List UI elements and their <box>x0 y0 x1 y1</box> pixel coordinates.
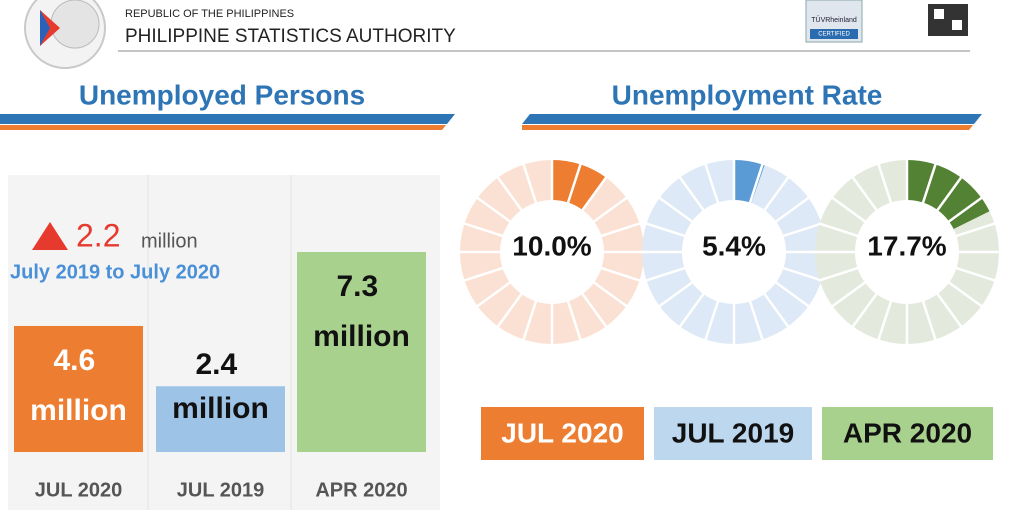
donut-separator <box>658 280 694 308</box>
donut-separator <box>921 300 937 341</box>
category-label: JUL 2019 <box>177 479 264 501</box>
logo-globe <box>50 0 100 49</box>
donut-separator <box>592 196 628 224</box>
donut-separator <box>566 300 582 341</box>
donut-separator <box>955 222 996 238</box>
title-bar <box>0 125 446 130</box>
category-label: JUL 2019 <box>672 417 794 448</box>
donut-separator <box>496 292 524 328</box>
label-box <box>654 407 812 460</box>
value-label: 4.6 million <box>30 344 127 427</box>
qr-code <box>934 9 944 19</box>
change-unit: million <box>141 230 198 252</box>
donut-separator <box>947 196 983 224</box>
donut-separator <box>476 196 512 224</box>
cert-strip <box>810 29 858 39</box>
value-label: 10.0% <box>512 230 591 261</box>
donut-separator <box>522 163 538 204</box>
title-bar <box>0 114 455 124</box>
label-box <box>481 407 644 460</box>
donut-hole <box>856 201 958 303</box>
qr-code <box>952 20 962 30</box>
donut-separator <box>645 222 686 238</box>
value-label: 7.3 million <box>313 270 410 353</box>
donut-separator <box>678 176 706 212</box>
donut-separator <box>762 292 790 328</box>
cert-status: CERTIFIED <box>818 32 850 38</box>
logo-accent <box>40 10 50 46</box>
donut-separator <box>851 292 879 328</box>
category-label: JUL 2020 <box>501 417 623 448</box>
donut-separator <box>851 176 879 212</box>
donut-separator <box>831 196 867 224</box>
change-period: July 2019 to July 2020 <box>10 261 220 283</box>
title-bar <box>522 125 973 130</box>
donut-separator <box>748 163 764 204</box>
title-bar <box>522 114 982 124</box>
donut-separator <box>935 176 963 212</box>
bar <box>297 252 426 452</box>
donut-separator <box>818 222 859 238</box>
chart-title: Unemployment Rate <box>612 79 883 110</box>
donut-separator <box>774 196 810 224</box>
category-label: JUL 2020 <box>35 479 122 501</box>
category-label: APR 2020 <box>315 479 407 501</box>
increase-arrow <box>32 222 68 250</box>
donut-hole <box>683 201 785 303</box>
donut-separator <box>818 266 859 282</box>
donut-separator <box>600 222 641 238</box>
donut-segment <box>734 160 765 203</box>
donut-separator <box>762 176 790 212</box>
donut-separator <box>774 280 810 308</box>
donut-separator <box>704 300 720 341</box>
bar <box>14 325 143 452</box>
donut-separator <box>645 266 686 282</box>
donut-separator <box>831 280 867 308</box>
donut-separator <box>496 176 524 212</box>
bar <box>156 386 285 452</box>
value-label: 5.4% <box>702 230 766 261</box>
donut-separator <box>658 196 694 224</box>
donut-separator <box>877 163 893 204</box>
change-value: 2.2 <box>76 217 120 253</box>
donut-separator <box>678 292 706 328</box>
donut-separator <box>592 280 628 308</box>
value-label: 17.7% <box>867 230 946 261</box>
donut-separator <box>955 266 996 282</box>
donut-separator <box>921 163 937 204</box>
chart-title: Unemployed Persons <box>79 79 365 110</box>
donut-separator <box>704 163 720 204</box>
donut-separator <box>600 266 641 282</box>
header-country: REPUBLIC OF THE PHILIPPINES <box>125 8 294 20</box>
donut-separator <box>748 300 764 341</box>
header-agency: PHILIPPINE STATISTICS AUTHORITY <box>125 26 456 47</box>
donut-separator <box>580 292 608 328</box>
donut-segment <box>552 160 607 210</box>
donut-separator <box>580 176 608 212</box>
donut-separator <box>476 280 512 308</box>
label-box <box>822 407 993 460</box>
donut-separator <box>566 163 582 204</box>
donut-hole <box>501 201 603 303</box>
donut-separator <box>463 266 504 282</box>
donut-separator <box>463 222 504 238</box>
donut-separator <box>782 222 823 238</box>
donut-separator <box>935 292 963 328</box>
cert-name: TÜVRheinland <box>811 16 857 24</box>
donut-separator <box>877 300 893 341</box>
value-label: 2.4 million <box>172 348 269 425</box>
category-label: APR 2020 <box>843 417 972 448</box>
donut-separator <box>947 280 983 308</box>
donut-separator <box>522 300 538 341</box>
donut-separator <box>782 266 823 282</box>
